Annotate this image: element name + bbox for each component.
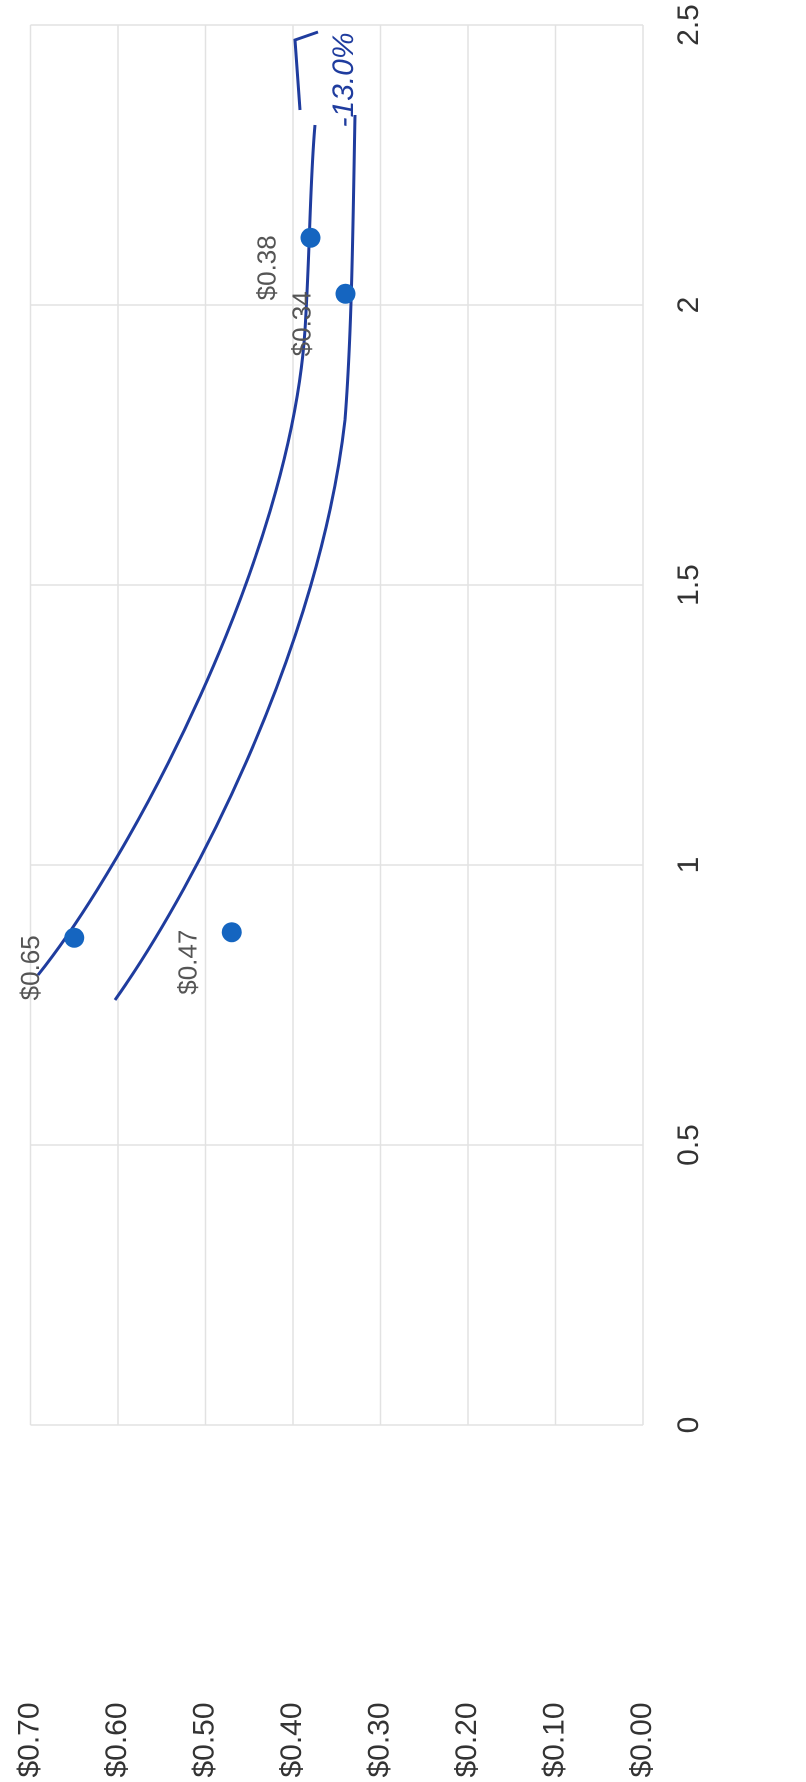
hand-bracket xyxy=(295,32,318,110)
data-label: $0.47 xyxy=(173,930,203,995)
hand-curve-lower xyxy=(115,115,355,1000)
grid-layer xyxy=(31,25,644,1425)
chart: -13.0% $0.00 $0.10 $0.20 $0.30 $0.40 $0.50 $0.… xyxy=(0,0,806,1782)
x-tick-label: 0 xyxy=(672,1417,705,1434)
y-tick-label: $0.50 xyxy=(187,1702,220,1777)
point xyxy=(64,928,84,948)
x-tick-label: 2.5 xyxy=(672,4,705,46)
y-tick-label: $0.20 xyxy=(450,1702,483,1777)
y-tick-label: $0.60 xyxy=(100,1702,133,1777)
point xyxy=(336,284,356,304)
page: {"chart_data": {"type": "scatter", "x": … xyxy=(0,0,806,1782)
point xyxy=(301,228,321,248)
y-tick-label: $0.00 xyxy=(625,1702,658,1777)
data-label: $0.65 xyxy=(15,935,45,1000)
y-tick-label: $0.70 xyxy=(12,1702,45,1777)
x-tick-label: 1 xyxy=(672,857,705,874)
x-tick-label: 1.5 xyxy=(672,564,705,606)
data-label: $0.34 xyxy=(286,291,316,356)
data-label: $0.38 xyxy=(251,235,281,300)
y-tick-label: $0.10 xyxy=(537,1702,570,1777)
x-tick-label: 2 xyxy=(672,297,705,314)
annotation: -13.0% xyxy=(327,32,360,127)
point xyxy=(222,922,242,942)
y-tick-label: $0.30 xyxy=(362,1702,395,1777)
x-tick-label: 0.5 xyxy=(672,1124,705,1166)
y-tick-label: $0.40 xyxy=(275,1702,308,1777)
